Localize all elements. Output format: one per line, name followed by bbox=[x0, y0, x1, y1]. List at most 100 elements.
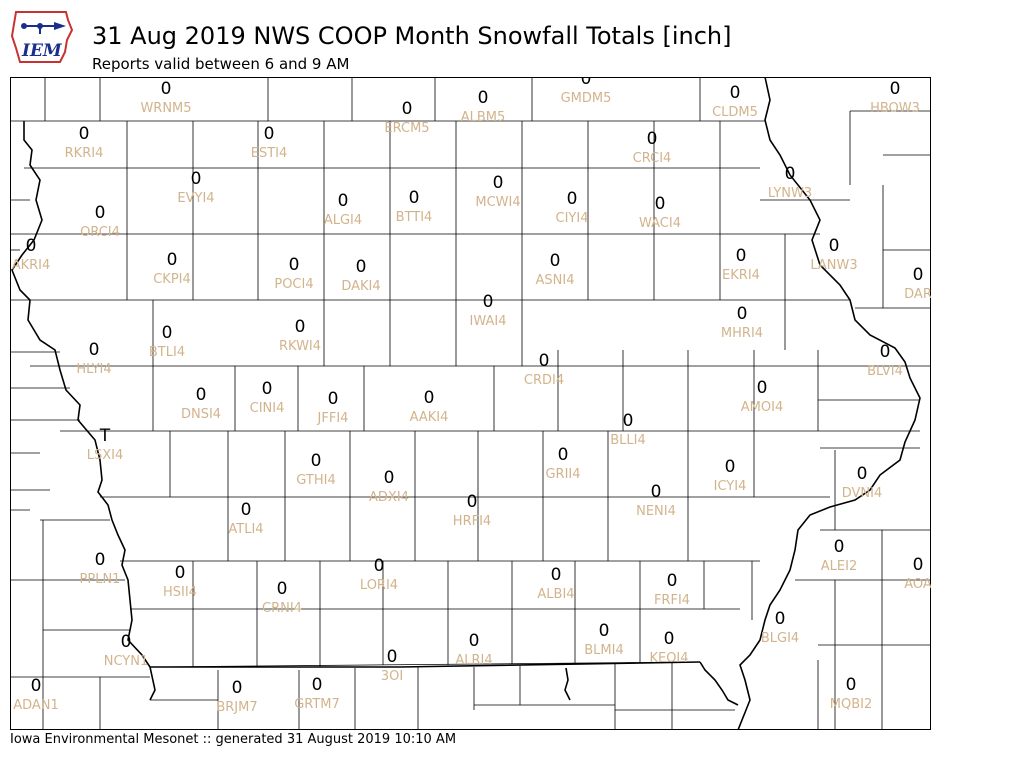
state-borders bbox=[11, 77, 921, 730]
station-crci4: 0 CRCI4 bbox=[633, 129, 672, 166]
station-hbow3: 0 HBOW3 bbox=[870, 79, 920, 116]
station-id: CRCI4 bbox=[633, 151, 672, 166]
station-id: CIYI4 bbox=[556, 211, 589, 226]
station-lori4: 0 LORI4 bbox=[360, 556, 398, 593]
station-id: ALEI2 bbox=[821, 559, 857, 574]
station-gmdm5: 0 GMDM5 bbox=[561, 77, 612, 106]
station-lanw3: 0 LANW3 bbox=[810, 236, 857, 273]
station-frfi4: 0 FRFI4 bbox=[654, 571, 690, 608]
station-value: 0 bbox=[551, 565, 562, 585]
station-id: GMDM5 bbox=[561, 91, 612, 106]
station-id: ATLI4 bbox=[228, 522, 263, 537]
iem-logo: IEM bbox=[10, 11, 74, 63]
station-value: 0 bbox=[289, 255, 300, 275]
station-jffi4: 0 JFFI4 bbox=[317, 389, 349, 426]
station-id: MQBI2 bbox=[830, 697, 872, 712]
map-subtitle: Reports valid between 6 and 9 AM bbox=[92, 55, 350, 73]
station-alei2: 0 ALEI2 bbox=[821, 537, 857, 574]
station-value: 0 bbox=[829, 236, 840, 256]
station-id: CRNI4 bbox=[262, 601, 302, 616]
station-atli4: 0 ATLI4 bbox=[228, 500, 263, 537]
station-dnsi4: 0 DNSI4 bbox=[181, 385, 221, 422]
station-value: 0 bbox=[775, 609, 786, 629]
station-value: 0 bbox=[599, 621, 610, 641]
station-asni4: 0 ASNI4 bbox=[536, 251, 575, 288]
station-value: 0 bbox=[558, 445, 569, 465]
station-value: 0 bbox=[191, 169, 202, 189]
station-akri4: 0 AKRI4 bbox=[12, 236, 51, 273]
station-id: ERCM5 bbox=[384, 121, 429, 136]
station-id: IWAI4 bbox=[470, 314, 507, 329]
station-ercm5: 0 ERCM5 bbox=[384, 99, 429, 136]
station-id: RKWI4 bbox=[279, 339, 321, 354]
station-btli4: 0 BTLI4 bbox=[149, 323, 185, 360]
station-value: 0 bbox=[567, 189, 578, 209]
station-id: DNSI4 bbox=[181, 407, 221, 422]
station-value: 0 bbox=[161, 79, 172, 99]
station-id: GRTM7 bbox=[294, 697, 340, 712]
station-value: 0 bbox=[277, 579, 288, 599]
station-id: DAKI4 bbox=[341, 279, 380, 294]
station-value: 0 bbox=[834, 537, 845, 557]
station-algi4: 0 ALGI4 bbox=[324, 191, 362, 228]
station-lsxi4: T LSXI4 bbox=[87, 426, 124, 463]
station-albm5: 0 ALBM5 bbox=[461, 88, 506, 125]
station-value: 0 bbox=[581, 77, 592, 89]
station-adan1: 0 ADAN1 bbox=[13, 676, 59, 713]
station-value: 0 bbox=[857, 464, 868, 484]
station-id: RKRI4 bbox=[65, 146, 104, 161]
station-blvi4: 0 BLVI4 bbox=[867, 342, 903, 379]
station-value: 0 bbox=[374, 556, 385, 576]
station-value: 0 bbox=[387, 647, 398, 667]
county-boundaries bbox=[10, 77, 931, 730]
station-value: 0 bbox=[328, 389, 339, 409]
station-value: 0 bbox=[493, 173, 504, 193]
station-id: AMOI4 bbox=[741, 400, 783, 415]
station-value: 0 bbox=[623, 411, 634, 431]
station-id: ALBM5 bbox=[461, 110, 506, 125]
station-id: ESTI4 bbox=[251, 146, 288, 161]
station-lynw3: 0 LYNW3 bbox=[768, 164, 812, 201]
station-value: 0 bbox=[384, 468, 395, 488]
station-value: 0 bbox=[162, 323, 173, 343]
station-id: BTTI4 bbox=[396, 210, 433, 225]
station-value: 0 bbox=[26, 236, 37, 256]
station-blmi4: 0 BLMI4 bbox=[584, 621, 623, 658]
station-id: WACI4 bbox=[639, 216, 681, 231]
station-value: 0 bbox=[232, 678, 243, 698]
station-id: CINI4 bbox=[250, 401, 285, 416]
station-value: 0 bbox=[757, 378, 768, 398]
station-hlyi4: 0 HLYI4 bbox=[76, 340, 111, 377]
station-icyi4: 0 ICYI4 bbox=[714, 457, 747, 494]
station-value: 0 bbox=[651, 482, 662, 502]
station-id: LANW3 bbox=[810, 258, 857, 273]
station-value: 0 bbox=[913, 265, 924, 285]
snowfall-map: 0 WRNM5 0 ERCM5 0 ALBM5 0 GMDM5 0 CLDM5 0 HBOW3 0 RKR… bbox=[10, 77, 931, 730]
station-value: 0 bbox=[913, 555, 924, 575]
station-value: T bbox=[99, 426, 111, 446]
station-id: BTLI4 bbox=[149, 345, 185, 360]
station-id: HBOW3 bbox=[870, 101, 920, 116]
station-value: 0 bbox=[95, 550, 106, 570]
station-aaki4: 0 AAKI4 bbox=[410, 388, 449, 425]
station-id: CLDM5 bbox=[712, 105, 758, 120]
logo-text: IEM bbox=[21, 41, 63, 61]
station-id: BRJM7 bbox=[216, 700, 257, 715]
station-id: LSXI4 bbox=[87, 448, 124, 463]
station-value: 0 bbox=[467, 492, 478, 512]
station-albi4: 0 ALBI4 bbox=[537, 565, 574, 602]
station-id: CKPI4 bbox=[153, 272, 191, 287]
station-wrnm5: 0 WRNM5 bbox=[140, 79, 191, 116]
station-value: 0 bbox=[880, 342, 891, 362]
station-waci4: 0 WACI4 bbox=[639, 194, 681, 231]
station-value: 0 bbox=[175, 563, 186, 583]
station-orci4: 0 ORCI4 bbox=[80, 203, 120, 240]
station-id: LYNW3 bbox=[768, 186, 812, 201]
station-id: CRDI4 bbox=[524, 373, 564, 388]
station-value: 0 bbox=[264, 124, 275, 144]
station-id: BLMI4 bbox=[584, 643, 623, 658]
station-hrfi4: 0 HRFI4 bbox=[453, 492, 491, 529]
station-value: 0 bbox=[890, 79, 901, 99]
station-brjm7: 0 BRJM7 bbox=[216, 678, 257, 715]
station-value: 0 bbox=[667, 571, 678, 591]
